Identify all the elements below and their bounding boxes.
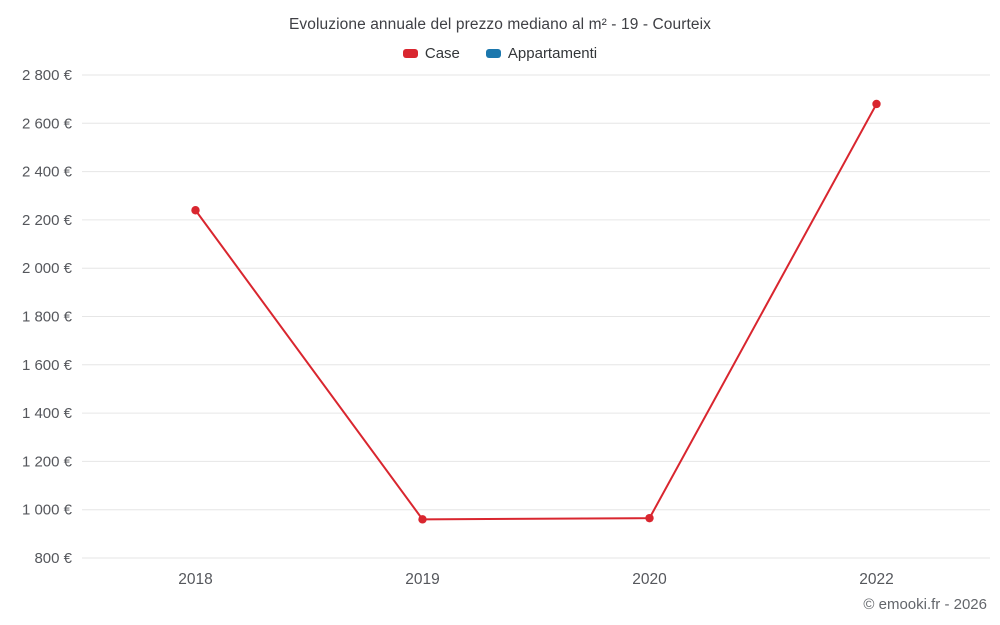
y-axis-tick-label: 2 800 € — [22, 67, 73, 84]
legend-item-label: Case — [424, 45, 460, 62]
legend-item-label: Appartamenti — [507, 45, 598, 62]
y-axis-tick-label: 1 600 € — [22, 357, 73, 374]
legend-item-case[interactable]: Case — [402, 45, 460, 62]
y-axis-tick-label: 2 200 € — [22, 212, 73, 229]
x-axis-tick-label: 2018 — [178, 571, 212, 588]
legend-swatch-icon — [485, 49, 501, 58]
legend-item-appartamenti[interactable]: Appartamenti — [485, 45, 598, 62]
y-axis-tick-label: 2 600 € — [22, 115, 73, 132]
data-point-case[interactable] — [191, 206, 200, 215]
data-point-case[interactable] — [645, 513, 654, 523]
legend-swatch-icon — [402, 49, 418, 58]
y-axis-tick-label: 2 000 € — [22, 260, 73, 277]
y-axis-tick-label: 800 € — [34, 550, 72, 567]
chart-title: Evoluzione annuale del prezzo mediano al… — [288, 16, 712, 33]
y-axis-tick-label: 1 400 € — [22, 405, 73, 422]
chart-legend: Case Appartamenti — [0, 45, 1000, 62]
x-axis-tick-label: 2022 — [859, 571, 893, 588]
attribution-text: © emooki.fr - 2026 — [863, 596, 987, 613]
x-axis-tick-label: 2019 — [405, 571, 439, 588]
y-axis-tick-label: 1 200 € — [22, 453, 73, 470]
x-axis-tick-label: 2020 — [632, 571, 667, 588]
series-line-case — [194, 102, 878, 521]
data-point-case[interactable] — [418, 515, 427, 524]
data-point-case[interactable] — [872, 99, 881, 109]
y-axis-tick-label: 1 000 € — [22, 502, 73, 519]
y-axis-tick-label: 1 800 € — [22, 309, 73, 326]
y-axis-tick-label: 2 400 € — [22, 164, 73, 181]
